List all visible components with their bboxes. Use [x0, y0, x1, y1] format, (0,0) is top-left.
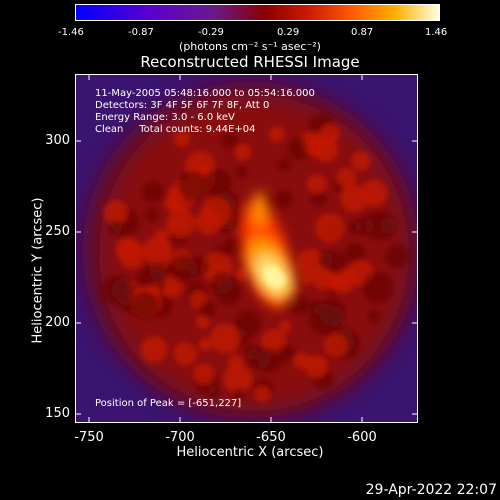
colorbar-tick: -1.46	[58, 27, 84, 38]
x-tick-label: -750	[74, 430, 104, 445]
clean-counts-text: Clean Total counts: 9.44E+04	[95, 124, 256, 135]
y-tick-label: 300	[45, 133, 70, 148]
detectors-text: Detectors: 3F 4F 5F 6F 7F 8F, Att 0	[95, 100, 270, 111]
y-tick-label: 150	[45, 406, 70, 421]
colorbar-unit-label: (photons cm⁻² s⁻¹ asec⁻²)	[179, 40, 321, 53]
colorbar-tick: 1.46	[425, 27, 448, 38]
time-range-text: 11-May-2005 05:48:16.000 to 05:54:16.000	[95, 88, 315, 99]
colorbar-tick: 0.87	[351, 27, 374, 38]
x-tick-label: -650	[256, 430, 286, 445]
rhessi-image	[76, 75, 417, 422]
x-tick-label: -700	[165, 430, 195, 445]
peak-position-text: Position of Peak = [-651,227]	[95, 398, 242, 409]
image-title: Reconstructed RHESSI Image	[140, 53, 360, 71]
x-tick-label: -600	[347, 430, 377, 445]
footer-date: 29-Apr-2022 22:07	[365, 482, 497, 498]
colorbar-tick: -0.87	[128, 27, 154, 38]
energy-range-text: Energy Range: 3.0 - 6.0 keV	[95, 112, 235, 123]
y-tick-label: 200	[45, 315, 70, 330]
rhessi-image-panel	[75, 74, 418, 423]
colorbar-tick: -0.29	[198, 27, 224, 38]
colorbar-tick: 0.29	[277, 27, 300, 38]
x-axis-label: Heliocentric X (arcsec)	[176, 445, 324, 460]
colorbar	[75, 4, 440, 21]
y-tick-label: 250	[45, 224, 70, 239]
